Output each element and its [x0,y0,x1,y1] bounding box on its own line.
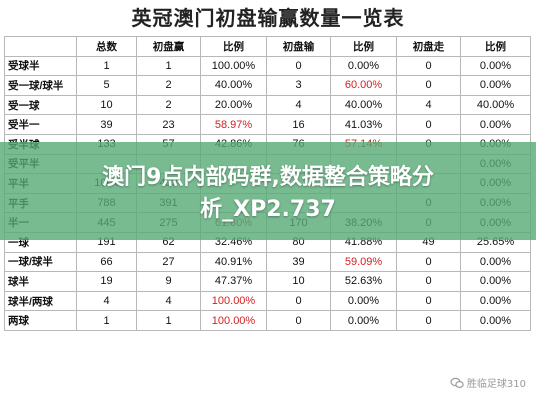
cell-win: 27 [136,251,201,273]
row-label: 受一球 [4,94,77,116]
cell-lose: 0 [266,310,331,331]
banner-line-2: 析_XP2.737 [200,197,336,222]
cell-total: 39 [76,114,137,135]
cell-total: 5 [76,75,137,96]
cell-draw-pct: 0.00% [460,55,531,77]
row-label: 两球 [4,310,77,331]
cell-win-pct: 100.00% [200,310,267,331]
cell-total: 4 [76,290,137,312]
row-label: 受一球/球半 [4,75,77,96]
row-label: 受半一 [4,114,77,135]
table-row: 受半一 39 23 58.97% 16 41.03% 0 0.00% [4,114,531,135]
row-label: 球半 [4,271,77,292]
header-cell [4,36,77,57]
cell-draw: 0 [396,310,461,331]
header-cell: 比例 [460,36,531,57]
chat-bubble-icon [450,377,464,388]
cell-draw-pct: 0.00% [460,75,531,96]
cell-win-pct: 100.00% [200,55,267,77]
overlay-banner-text: 澳门9点内部码群,数据整合策略分 析_XP2.737 [0,162,536,226]
cell-total: 66 [76,251,137,273]
cell-win: 2 [136,94,201,116]
cell-lose-pct: 0.00% [330,55,397,77]
cell-lose-pct: 52.63% [330,271,397,292]
cell-draw: 0 [396,55,461,77]
cell-win-pct: 58.97% [200,114,267,135]
table-row: 两球 1 1 100.00% 0 0.00% 0 0.00% [4,310,531,331]
overlay-banner [0,142,536,240]
header-cell: 初盘赢 [136,36,201,57]
cell-draw-pct: 0.00% [460,251,531,273]
cell-draw-pct: 0.00% [460,271,531,292]
cell-win: 4 [136,290,201,312]
cell-lose-pct: 60.00% [330,75,397,96]
cell-win: 1 [136,55,201,77]
cell-draw: 0 [396,290,461,312]
row-label: 一球/球半 [4,251,77,273]
table-row: 球半/两球 4 4 100.00% 0 0.00% 0 0.00% [4,290,531,312]
cell-win-pct: 100.00% [200,290,267,312]
cell-draw-pct: 0.00% [460,310,531,331]
header-cell: 初盘输 [266,36,331,57]
cell-total: 1 [76,310,137,331]
cell-win: 9 [136,271,201,292]
cell-draw: 0 [396,114,461,135]
table-title: 英冠澳门初盘输赢数量一览表 [131,6,405,30]
row-label: 受球半 [4,55,77,77]
cell-lose: 4 [266,94,331,116]
cell-lose: 0 [266,55,331,77]
table-row: 一球/球半 66 27 40.91% 39 59.09% 0 0.00% [4,251,531,273]
table-row: 受一球/球半 5 2 40.00% 3 60.00% 0 0.00% [4,75,531,96]
cell-lose: 16 [266,114,331,135]
header-row: 总数 初盘赢 比例 初盘输 比例 初盘走 比例 [4,36,531,57]
cell-lose-pct: 0.00% [330,310,397,331]
cell-lose: 10 [266,271,331,292]
cell-lose: 3 [266,75,331,96]
cell-win-pct: 40.91% [200,251,267,273]
cell-win-pct: 40.00% [200,75,267,96]
header-cell: 总数 [76,36,137,57]
cell-lose-pct: 0.00% [330,290,397,312]
table-row: 球半 19 9 47.37% 10 52.63% 0 0.00% [4,271,531,292]
row-label: 球半/两球 [4,290,77,312]
cell-draw: 0 [396,271,461,292]
cell-win-pct: 20.00% [200,94,267,116]
table-row: 受一球 10 2 20.00% 4 40.00% 4 40.00% [4,94,531,116]
watermark-text: 胜临足球310 [466,379,526,390]
cell-total: 19 [76,271,137,292]
cell-draw: 0 [396,75,461,96]
cell-lose-pct: 40.00% [330,94,397,116]
watermark: 胜临足球310 [450,375,526,390]
cell-win: 2 [136,75,201,96]
header-cell: 比例 [200,36,267,57]
banner-line-1: 澳门9点内部码群,数据整合策略分 [102,165,434,190]
cell-win: 23 [136,114,201,135]
cell-lose-pct: 41.03% [330,114,397,135]
cell-draw: 0 [396,251,461,273]
cell-draw-pct: 0.00% [460,290,531,312]
header-cell: 初盘走 [396,36,461,57]
cell-draw-pct: 40.00% [460,94,531,116]
cell-win: 1 [136,310,201,331]
cell-total: 10 [76,94,137,116]
table-row: 受球半 1 1 100.00% 0 0.00% 0 0.00% [4,55,531,77]
cell-lose: 39 [266,251,331,273]
cell-draw: 4 [396,94,461,116]
cell-lose: 0 [266,290,331,312]
cell-lose-pct: 59.09% [330,251,397,273]
cell-total: 1 [76,55,137,77]
cell-win-pct: 47.37% [200,271,267,292]
cell-draw-pct: 0.00% [460,114,531,135]
header-cell: 比例 [330,36,397,57]
